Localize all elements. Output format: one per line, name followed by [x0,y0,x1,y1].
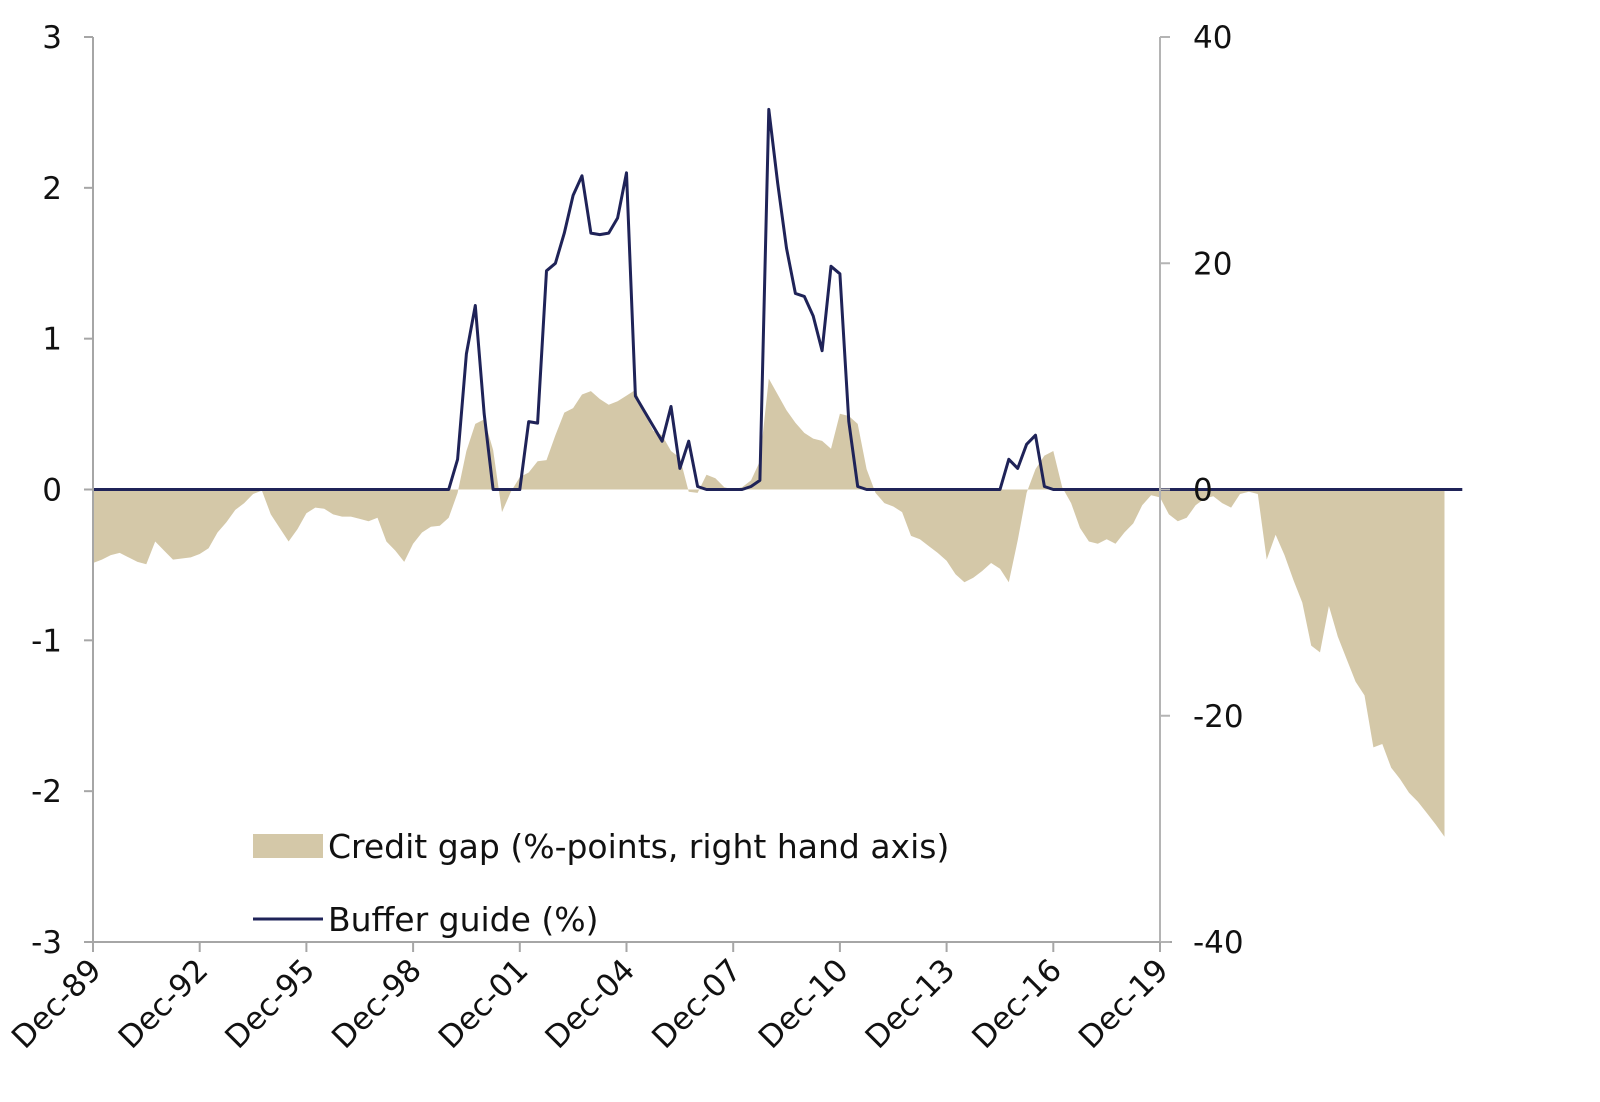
right-tick-label: -40 [1193,925,1244,961]
right-tick-label: 0 [1193,473,1213,509]
x-tick-label: Dec-98 [325,952,429,1056]
x-axis-ticks: Dec-89 Dec-92 Dec-95 Dec-98 Dec-01 Dec-04 Dec-… [5,942,1176,1056]
legend: Credit gap (%-points, right hand axis) B… [253,827,949,939]
right-tick-label: 20 [1193,246,1232,282]
x-tick-label: Dec-07 [645,952,749,1056]
x-tick-label: Dec-92 [112,952,216,1056]
left-tick-label: 3 [42,20,62,56]
right-y-axis-ticks: 40 20 0 -20 -40 [1160,20,1244,961]
left-tick-label: 0 [42,473,62,509]
buffer-guide-line [93,107,1463,491]
x-tick-label: Dec-95 [218,952,322,1056]
legend-label-buffer-guide: Buffer guide (%) [328,900,599,939]
x-tick-label: Dec-01 [432,952,536,1056]
credit-gap-area [93,378,1445,837]
legend-label-credit-gap: Credit gap (%-points, right hand axis) [328,827,949,866]
legend-item-credit-gap: Credit gap (%-points, right hand axis) [253,827,949,866]
legend-item-buffer-guide: Buffer guide (%) [253,900,599,939]
x-tick-label: Dec-10 [752,952,856,1056]
x-tick-label: Dec-19 [1072,952,1176,1056]
plot-area [93,107,1463,837]
x-tick-label: Dec-89 [5,952,109,1056]
x-tick-label: Dec-16 [965,952,1069,1056]
left-tick-label: 2 [42,171,62,207]
right-tick-label: -20 [1193,699,1244,735]
left-tick-label: -2 [31,774,62,810]
right-tick-label: 40 [1193,20,1232,56]
left-tick-label: -1 [31,623,62,659]
left-tick-label: 1 [42,322,62,358]
x-tick-label: Dec-13 [859,952,963,1056]
x-tick-label: Dec-04 [538,952,642,1056]
credit-gap-swatch [253,834,323,858]
left-tick-label: -3 [31,925,62,961]
left-y-axis-ticks: 3 2 1 0 -1 -2 -3 [31,20,93,961]
